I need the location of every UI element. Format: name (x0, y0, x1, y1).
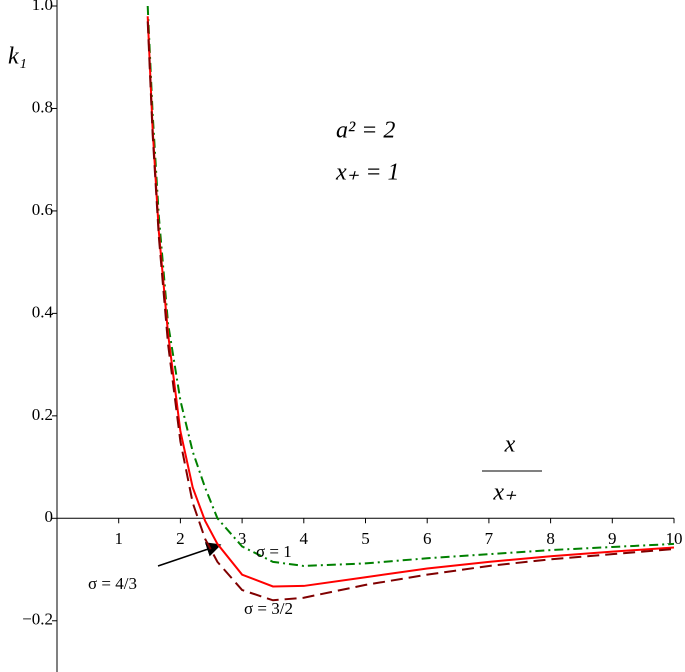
annotation: x₊ = 1 (335, 160, 400, 186)
x-tick-label: 3 (238, 529, 247, 548)
y-tick-label: 0.6 (32, 200, 53, 219)
y-tick-label: 1.0 (32, 0, 53, 14)
x-tick-label: 8 (546, 529, 555, 548)
x-tick-label: 7 (485, 529, 494, 548)
y-tick-label: 0 (45, 507, 54, 526)
x-tick-label: 10 (666, 529, 683, 548)
annotation: a² = 2 (336, 118, 395, 144)
series-line (146, 21, 675, 602)
x-label-denominator: x₊ (492, 480, 517, 506)
y-tick-label: −0.2 (22, 610, 53, 629)
y-tick-label: 0.2 (32, 405, 53, 424)
series-label: σ = 1 (256, 542, 292, 561)
series-line (146, 5, 675, 567)
x-tick-label: 6 (423, 529, 432, 548)
series-line (146, 16, 675, 588)
x-tick-label: 4 (300, 529, 309, 548)
x-label-numerator: x (504, 432, 516, 458)
x-tick-label: 2 (176, 529, 185, 548)
y-axis-label: k₁ (8, 44, 27, 70)
series-label: σ = 3/2 (244, 599, 293, 618)
x-tick-label: 1 (114, 529, 123, 548)
y-tick-label: 0.4 (32, 302, 54, 321)
x-tick-label: 5 (361, 529, 370, 548)
x-tick-label: 9 (608, 529, 617, 548)
series-label: σ = 4/3 (88, 574, 137, 593)
y-tick-label: 0.8 (32, 97, 53, 116)
